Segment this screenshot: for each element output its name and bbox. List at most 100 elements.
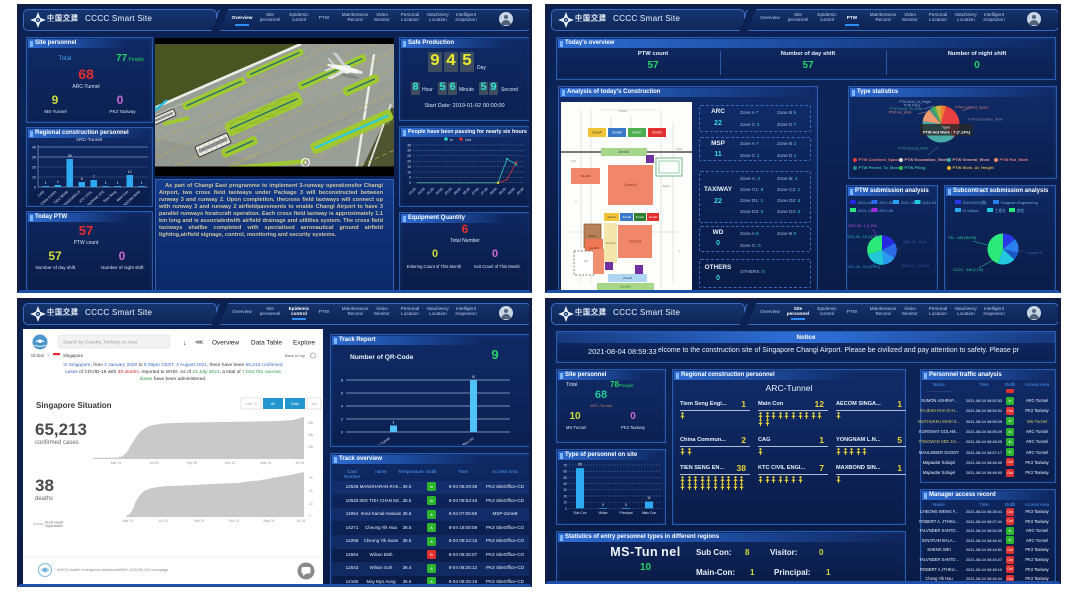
svg-text:35: 35 [407,143,411,147]
svg-text:2021-08: 2021-08 [879,209,893,213]
svg-text:2021-05: 2021-05 [879,201,893,205]
svg-text:25: 25 [407,154,411,158]
svg-text:PTW Hot Work : 7 (7.14%): PTW Hot Work : 7 (7.14%) [923,130,971,135]
svg-text:ZoneA6: ZoneA6 [606,241,616,245]
svg-text:05:30: 05:30 [444,187,453,196]
svg-text:Mar 31: Mar 31 [111,461,122,465]
svg-text:CCCC : 948 (1.1%): CCCC : 948 (1.1%) [953,268,983,272]
svg-text:ZoneB3: ZoneB3 [589,246,599,250]
svg-text:28: 28 [68,154,72,158]
svg-text:ZoneA4: ZoneA4 [624,183,637,187]
svg-text:0: 0 [34,186,36,190]
svg-text:Principal: Principal [619,511,632,515]
svg-text:7: 7 [93,175,95,179]
svg-text:ZoneD: ZoneD [649,215,657,219]
svg-text:PTW Confined_Space: PTW Confined_Space [955,106,989,110]
svg-text:0: 0 [625,503,627,507]
svg-text:6: 6 [341,392,343,396]
svg-text:其他: 其他 [1017,208,1025,213]
svg-text:2021-04 : 18 (32.7%): 2021-04 : 18 (32.7%) [847,235,880,239]
svg-text:40k: 40k [308,433,314,437]
svg-text:0: 0 [409,181,411,185]
svg-text:TSL : 948 (35.5%): TSL : 948 (35.5%) [948,236,976,240]
svg-text:Data Table: Data Table [251,340,282,347]
svg-text:2021-09: 2021-09 [922,201,936,205]
svg-text:Jul 31: Jul 31 [295,461,304,465]
svg-text:May 31: May 31 [260,461,271,465]
svg-text:2021/2022(株): 2021/2022(株) [963,200,988,205]
svg-text:2021- 01: 2021- 01 [858,209,873,213]
svg-text:1: 1 [392,420,395,425]
svg-text:WHO's health emergency dashboa: WHO's health emergency dashboard [57,568,119,572]
svg-text:60k: 60k [308,421,314,425]
svg-text:PTW Hot_Work: PTW Hot_Work [889,111,912,115]
svg-text:ZoneB: ZoneB [612,131,621,135]
svg-text:8: 8 [472,374,475,379]
svg-text:PTW Work_At_Height: PTW Work_At_Height [899,100,931,104]
svg-text:PK3 SiteOffice-CO: PK3 SiteOffice-CO [449,436,475,445]
svg-text:2021-05 : 16 (2...: 2021-05 : 16 (2... [903,240,929,244]
svg-text:Jul 20: Jul 20 [158,519,167,523]
svg-text:>: > [47,353,50,358]
svg-text:10: 10 [32,176,36,180]
svg-text:Visitor: Visitor [598,511,608,515]
svg-text:Wk: Wk [311,402,316,406]
svg-text:WHO (COVID-19) homepage: WHO (COVID-19) homepage [119,568,168,572]
svg-text:20: 20 [32,166,36,170]
svg-text:40: 40 [563,482,567,486]
svg-text:30: 30 [407,149,411,153]
svg-text:2021-08 : 1 (1.8%): 2021-08 : 1 (1.8%) [848,224,877,228]
svg-text:50: 50 [563,476,567,480]
svg-text:Explore: Explore [293,340,315,347]
svg-text:PTW Excavation_Work: PTW Excavation_Work [968,118,1003,122]
svg-text:May 31: May 31 [263,519,274,523]
svg-text:8: 8 [341,379,343,383]
svg-text:20k: 20k [308,445,314,449]
svg-text:工程社: 工程社 [995,208,1007,213]
svg-text:20: 20 [309,489,313,493]
svg-text:n: n [678,249,680,253]
svg-text:5: 5 [409,176,411,180]
svg-text:ZoneC: ZoneC [636,215,644,219]
svg-text:1: 1 [141,181,143,185]
svg-text:N-SvC: N-SvC [619,109,629,113]
svg-text:09:30: 09:30 [516,187,525,196]
svg-text:2: 2 [57,180,59,184]
svg-text:ZoneB: ZoneB [623,276,632,280]
svg-text:Sub Con: Sub Con [573,511,586,515]
svg-text:20: 20 [563,494,567,498]
svg-text:ZoneC3: ZoneC3 [629,240,641,244]
svg-text:Organization: Organization [45,524,63,528]
svg-text:ZoneA: ZoneA [607,215,615,219]
svg-text:Source:: Source: [33,522,44,526]
svg-text:15: 15 [407,165,411,169]
svg-text:TaxwB1: TaxwB1 [580,174,591,178]
svg-text:4: 4 [341,405,343,409]
svg-text:1: 1 [117,181,119,185]
svg-text:38: 38 [35,476,54,495]
svg-text:All: All [271,402,275,406]
svg-text:06:00: 06:00 [453,187,462,196]
svg-text:2021-07 : 1 (1.8%): 2021-07 : 1 (1.8%) [901,264,929,268]
svg-text:↓: ↓ [183,340,187,347]
svg-text:70: 70 [563,463,567,467]
svg-text:cases of COVID-19 with 38 deat: cases of COVID-19 with 38 deaths, report… [65,369,281,375]
svg-text:Tiem Seng: Tiem Seng [102,190,117,204]
svg-text:Dec 31: Dec 31 [225,461,236,465]
svg-text:ZoneD: ZoneD [652,131,662,135]
svg-text:Search by Country, Territory,: Search by Country, Territory, or Area [63,340,137,345]
svg-text:60: 60 [563,470,567,474]
svg-text:Daily: Daily [291,402,299,406]
svg-text:Global: Global [31,353,44,358]
svg-text:Out: Out [465,138,472,142]
svg-text:x: x [575,199,577,203]
svg-text:Lot: Lot [584,259,588,263]
svg-text:Jul 20: Jul 20 [149,461,158,465]
svg-text:ZoneB: ZoneB [622,215,630,219]
svg-text:10: 10 [407,170,411,174]
svg-text:PTW Permit_To_Move: PTW Permit_To_Move [890,107,923,111]
svg-text:2021-06 : 20 (30.9%): 2021-06 : 20 (30.9%) [847,265,880,269]
svg-text:doses have been administered.: doses have been administered. [140,376,207,382]
svg-text:Yongnam Engineering: Yongnam Engineering [1001,201,1038,205]
svg-text:Sep 30: Sep 30 [194,519,205,523]
